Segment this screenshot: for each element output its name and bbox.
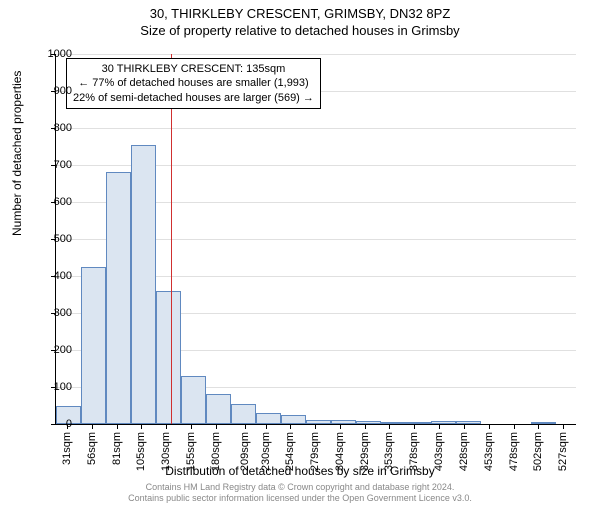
xtick-mark: [245, 424, 246, 429]
gridline: [56, 54, 576, 55]
ytick-label: 500: [32, 233, 72, 245]
histogram-bar: [106, 172, 131, 424]
histogram-bar: [531, 422, 556, 424]
xtick-mark: [216, 424, 217, 429]
histogram-bar: [331, 420, 356, 424]
histogram-bar: [156, 291, 181, 424]
ytick-label: 300: [32, 307, 72, 319]
xtick-mark: [489, 424, 490, 429]
ytick-label: 700: [32, 159, 72, 171]
xtick-mark: [464, 424, 465, 429]
ytick-label: 600: [32, 196, 72, 208]
ytick-label: 1000: [32, 48, 72, 60]
histogram-bar: [456, 421, 481, 424]
ytick-label: 0: [32, 418, 72, 430]
histogram-bar: [81, 267, 106, 424]
xtick-mark: [191, 424, 192, 429]
xtick-mark: [365, 424, 366, 429]
ytick-label: 900: [32, 85, 72, 97]
histogram-bar: [381, 422, 406, 424]
xtick-mark: [414, 424, 415, 429]
histogram-bar: [406, 422, 431, 424]
info-box: 30 THIRKLEBY CRESCENT: 135sqm← 77% of de…: [66, 58, 321, 109]
footer: Contains HM Land Registry data © Crown c…: [0, 482, 600, 504]
xtick-label: 81sqm: [111, 432, 123, 465]
xtick-mark: [290, 424, 291, 429]
xtick-mark: [266, 424, 267, 429]
histogram-bar: [231, 404, 256, 424]
xtick-mark: [389, 424, 390, 429]
plot: 31sqm56sqm81sqm105sqm130sqm155sqm180sqm2…: [55, 54, 576, 425]
xtick-mark: [141, 424, 142, 429]
histogram-bar: [356, 421, 381, 424]
chart-area: 31sqm56sqm81sqm105sqm130sqm155sqm180sqm2…: [55, 54, 575, 424]
xtick-mark: [563, 424, 564, 429]
title-sub: Size of property relative to detached ho…: [0, 23, 600, 38]
footer-line2: Contains public sector information licen…: [0, 493, 600, 504]
xtick-mark: [439, 424, 440, 429]
reference-line: [171, 54, 172, 424]
histogram-bar: [181, 376, 206, 424]
histogram-bar: [281, 415, 306, 424]
info-box-line: ← 77% of detached houses are smaller (1,…: [73, 76, 314, 90]
info-box-line: 30 THIRKLEBY CRESCENT: 135sqm: [73, 62, 314, 76]
xtick-label: 56sqm: [86, 432, 98, 465]
xtick-mark: [538, 424, 539, 429]
xtick-mark: [340, 424, 341, 429]
xtick-mark: [166, 424, 167, 429]
histogram-bar: [131, 145, 156, 424]
footer-line1: Contains HM Land Registry data © Crown c…: [0, 482, 600, 493]
xtick-mark: [92, 424, 93, 429]
histogram-bar: [431, 421, 456, 424]
xtick-mark: [315, 424, 316, 429]
ytick-label: 100: [32, 381, 72, 393]
xtick-mark: [117, 424, 118, 429]
ytick-label: 200: [32, 344, 72, 356]
histogram-bar: [306, 420, 331, 424]
info-box-line: 22% of semi-detached houses are larger (…: [73, 91, 314, 105]
histogram-bar: [256, 413, 281, 424]
ytick-label: 400: [32, 270, 72, 282]
title-main: 30, THIRKLEBY CRESCENT, GRIMSBY, DN32 8P…: [0, 6, 600, 21]
xtick-mark: [514, 424, 515, 429]
gridline: [56, 128, 576, 129]
yaxis-label: Number of detached properties: [10, 71, 24, 236]
ytick-label: 800: [32, 122, 72, 134]
xaxis-label: Distribution of detached houses by size …: [0, 464, 600, 478]
histogram-bar: [206, 394, 231, 424]
xtick-label: 31sqm: [61, 432, 73, 465]
